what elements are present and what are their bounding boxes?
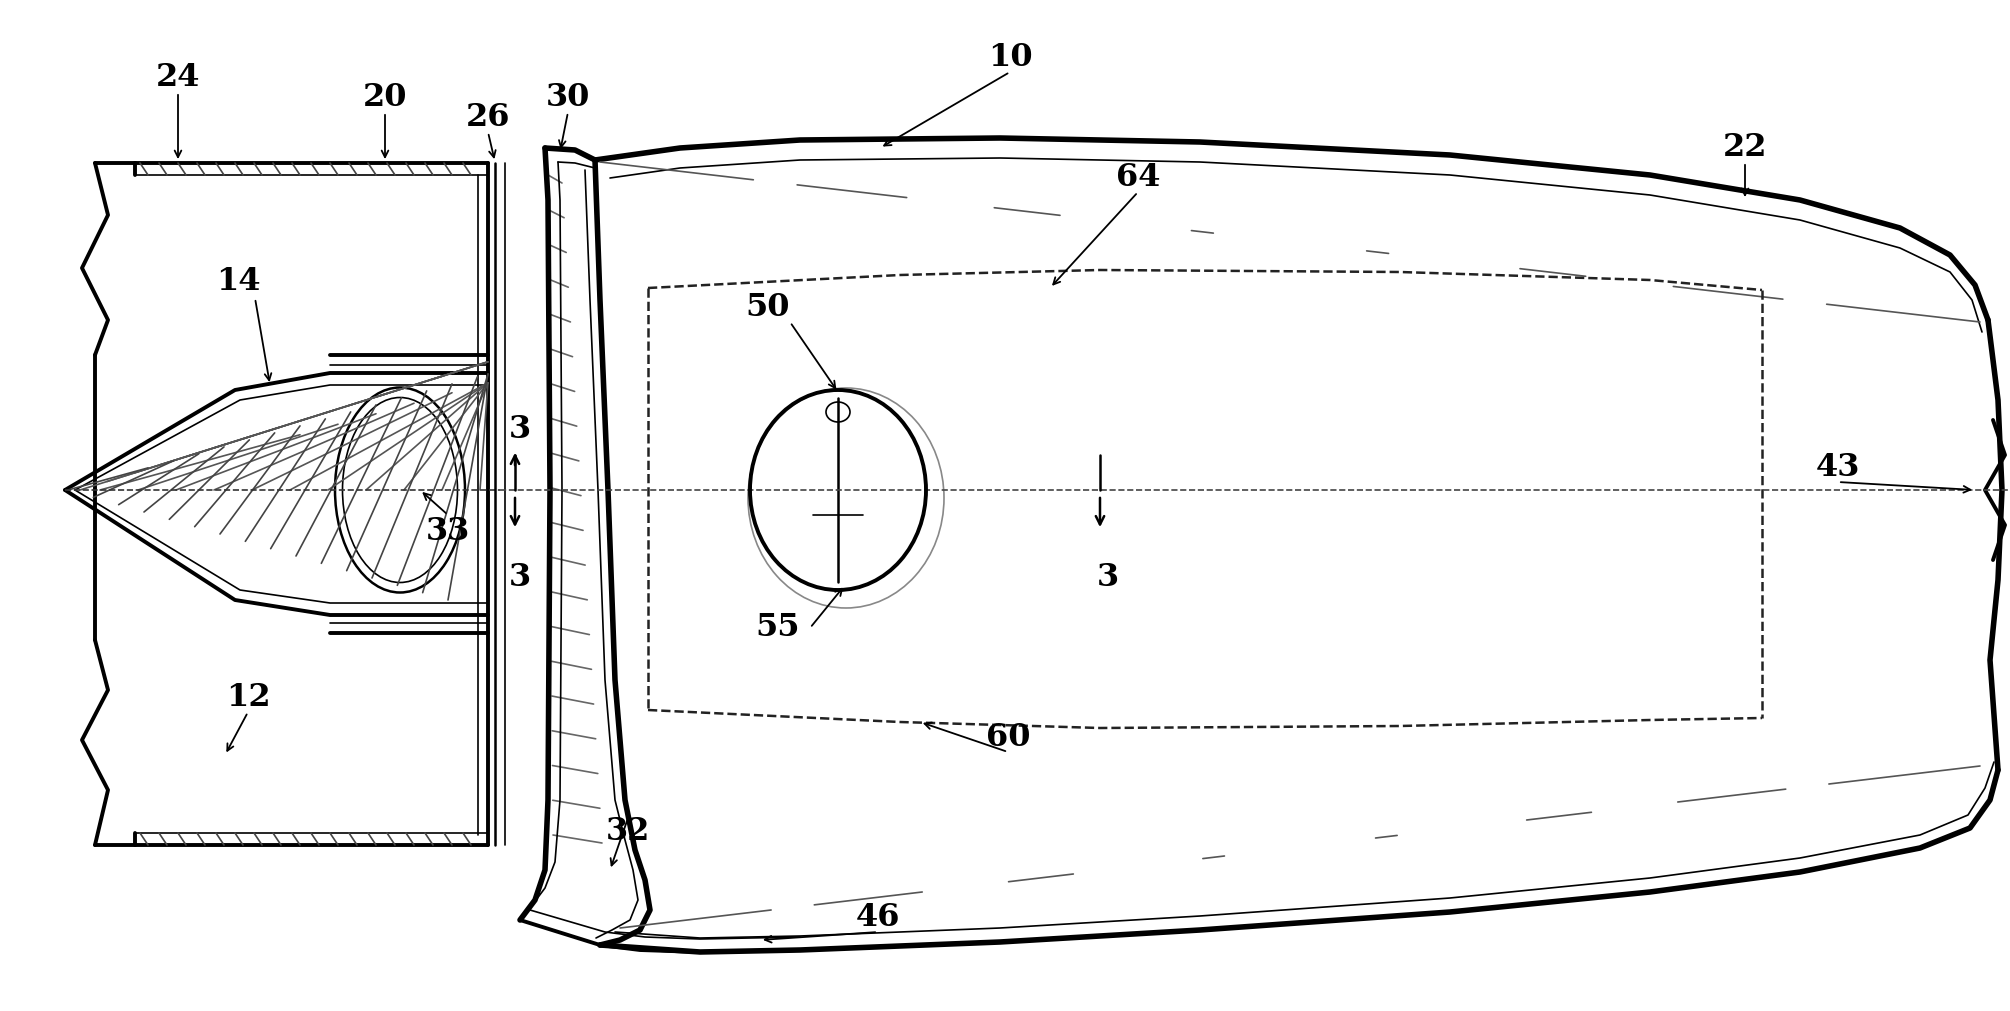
- Text: 3: 3: [1097, 562, 1120, 593]
- Text: 22: 22: [1723, 132, 1767, 164]
- Text: 32: 32: [605, 817, 649, 847]
- Text: 10: 10: [987, 42, 1033, 74]
- Text: 20: 20: [362, 83, 408, 113]
- Text: 50: 50: [746, 292, 790, 324]
- Text: 60: 60: [985, 723, 1031, 753]
- Text: 3: 3: [509, 415, 531, 446]
- Text: 3: 3: [509, 562, 531, 593]
- Text: 43: 43: [1815, 453, 1859, 483]
- Text: 30: 30: [547, 83, 591, 113]
- Text: 14: 14: [215, 267, 261, 297]
- Text: 26: 26: [466, 102, 511, 133]
- Text: 55: 55: [756, 613, 800, 643]
- Text: 24: 24: [155, 63, 201, 93]
- Text: 12: 12: [225, 682, 269, 714]
- Text: 64: 64: [1116, 163, 1160, 193]
- Text: 46: 46: [856, 903, 900, 933]
- Text: 33: 33: [426, 517, 470, 548]
